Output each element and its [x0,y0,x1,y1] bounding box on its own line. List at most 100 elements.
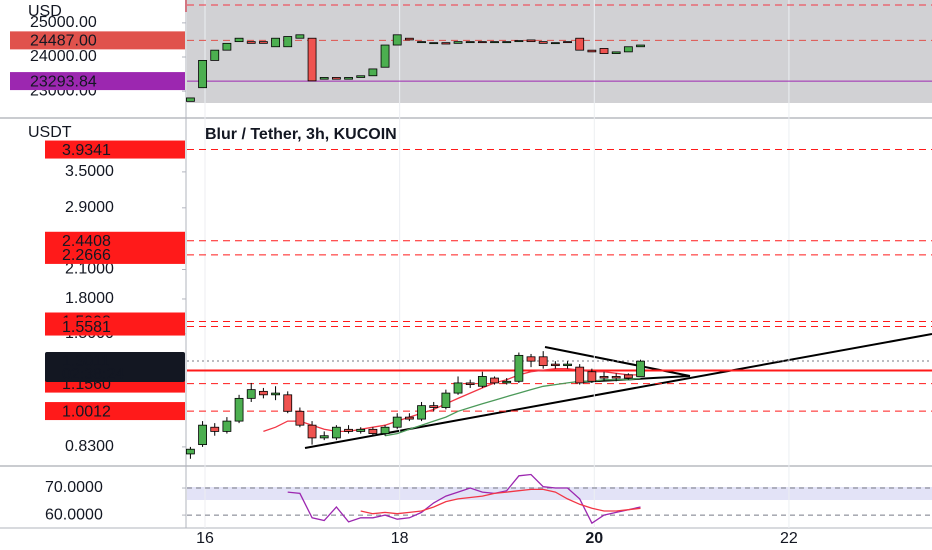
top-currency: USD [28,3,62,20]
top-candle [380,44,390,68]
top-candle [429,42,439,45]
top-candle [417,41,426,44]
rsi-band [187,487,932,500]
level-badge [45,317,185,336]
candle-body [368,428,378,434]
candle-body [380,426,390,434]
top-candle [563,41,572,44]
top-candle [356,75,366,78]
level-label: 2.4408 [62,233,111,250]
candle-body [319,435,329,439]
candle-body [198,424,207,446]
candle-body [283,394,293,412]
candle-body [404,416,414,420]
candle-body [477,376,487,387]
candle-body [502,380,512,384]
top-candle [599,48,609,54]
level-badge [45,245,185,264]
candle-body [550,363,560,367]
candle-body [599,376,609,379]
price-badge-label: 23293.84 [30,73,97,90]
top-candle [526,39,536,43]
price-badge [10,31,185,50]
top-candle [623,46,633,53]
candle-body [429,405,439,408]
candle-body [636,360,645,377]
top-candle [502,41,512,44]
top-candle [210,49,220,61]
candle-body [587,371,597,382]
candle-body [538,356,548,367]
candle-body [186,448,195,455]
top-candle [307,37,317,82]
y-tick-label: 0.8300 [65,438,114,455]
top-candle [514,40,524,43]
top-candle [283,36,293,48]
level-badge [45,231,185,250]
candle-body [575,366,585,384]
trend-line [544,346,691,377]
top-candle [331,77,341,80]
y-tick-label: 25000.00 [30,14,97,31]
candle-body [623,374,633,379]
price-badge [10,72,185,91]
candle-body [258,390,268,396]
top-candle [392,34,402,46]
candle-body [392,416,402,428]
top-candle [344,77,353,80]
top-candle [246,41,256,44]
candle-body [563,363,572,367]
top-candle [441,42,451,45]
candle-body [526,356,536,362]
top-candle [453,41,463,44]
top-candle [477,41,487,44]
candle-body [307,424,317,439]
candle-body [453,382,463,394]
candle-body [356,428,366,432]
top-candle [198,60,207,89]
x-tick-label: 16 [196,530,214,547]
top-candle [222,42,232,51]
candle-body [514,354,524,382]
level-label: 1.0012 [62,403,111,420]
level-label: 3.9341 [62,142,111,159]
rsi-line [360,488,641,515]
y-tick-label: 1.8000 [65,290,114,307]
top-candle [587,49,597,53]
candle-body [441,392,451,408]
chart-title: Blur / Tether, 3h, KUCOIN [205,126,397,143]
top-candle [538,41,548,44]
top-candle [295,34,305,39]
top-candle [575,37,585,51]
x-tick-label: 22 [780,530,798,547]
drawings [304,333,932,449]
y-tick-label: 2.9000 [65,199,114,216]
trend-line [304,333,932,449]
candle-body [611,376,621,379]
candle-body [246,389,256,399]
top-candle [186,97,195,102]
main-currency: USDT [28,124,72,141]
last-price-label: 1.3011 [62,353,110,370]
top-candle [611,51,621,54]
candle-body [344,428,353,432]
top-candle [258,41,268,44]
price-badge-label: 24487.00 [30,33,97,50]
candle-body [295,410,305,426]
x-tick-label: 18 [391,530,409,547]
countdown-label: 02:38:24 [62,366,124,383]
top-candle [636,44,645,48]
top-candle [234,37,244,43]
candle-body [417,405,426,420]
top-candle [550,42,560,45]
top-candle [490,41,499,44]
x-tick-label: 20 [585,530,603,547]
candle-body [210,426,220,432]
last-price-badge [45,351,185,382]
level-badge [45,140,185,159]
candle-body [490,377,499,384]
top-candle [465,41,475,44]
candle-body [465,382,475,385]
moving-average [384,377,641,437]
